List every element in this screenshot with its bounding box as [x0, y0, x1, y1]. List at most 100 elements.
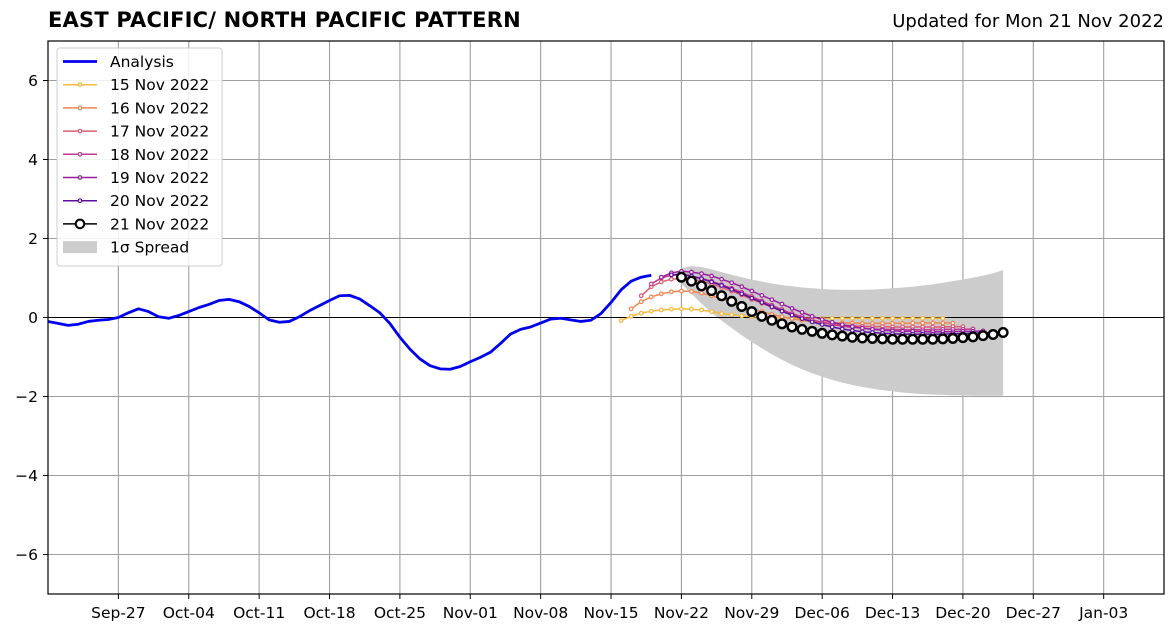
forecast-point: [880, 315, 885, 321]
x-tick-label: Oct-04: [163, 604, 215, 622]
forecast-point: [806, 325, 818, 337]
forecast-point: [668, 289, 674, 295]
forecast-point: [749, 295, 755, 301]
forecast-point: [940, 320, 946, 326]
forecast-point: [766, 314, 778, 326]
forecast-series: [658, 268, 986, 335]
legend-label: 16 Nov 2022: [110, 99, 209, 117]
forecast-point: [628, 306, 634, 312]
forecast-point: [910, 315, 916, 321]
x-tick-label: Dec-20: [935, 604, 990, 622]
forecast-point: [658, 291, 664, 297]
forecast-point: [658, 307, 664, 313]
forecast-series: [628, 288, 956, 326]
forecast-point: [769, 304, 775, 310]
legend-item: 15 Nov 2022: [63, 76, 209, 94]
forecast-point: [638, 293, 644, 299]
forecast-point: [749, 288, 755, 294]
forecast-point: [779, 314, 785, 320]
forecast-point: [668, 276, 674, 282]
forecast-point: [917, 333, 929, 345]
forecast-point: [699, 307, 704, 313]
forecast-point: [719, 311, 725, 316]
x-tick-label: Dec-27: [1006, 604, 1061, 622]
forecast-point: [819, 322, 825, 328]
legend-item: 18 Nov 2022: [63, 146, 209, 164]
forecast-point: [719, 276, 725, 282]
forecast-point: [967, 331, 979, 343]
forecast-point: [675, 271, 687, 283]
y-tick-label: 6: [28, 72, 38, 90]
forecast-point: [997, 327, 1009, 339]
forecast-point: [849, 324, 855, 329]
forecast-point: [920, 320, 926, 326]
forecast-point: [859, 315, 865, 321]
forecast-point: [779, 308, 785, 314]
forecast-point: [887, 333, 899, 345]
forecast-point: [809, 319, 815, 325]
forecast-point: [846, 331, 858, 343]
forecast-point: [739, 291, 745, 297]
x-tick-label: Nov-01: [443, 604, 498, 622]
forecast-point: [699, 276, 704, 282]
forecast-point: [726, 295, 738, 307]
forecast-point: [719, 283, 725, 288]
forecast-point: [729, 280, 735, 286]
legend-marker: [77, 198, 83, 204]
forecast-point: [658, 279, 664, 285]
forecast-point: [729, 287, 735, 292]
forecast-point: [746, 306, 758, 318]
forecast-point: [789, 312, 795, 318]
legend-label: 19 Nov 2022: [110, 169, 209, 187]
legend-label: 18 Nov 2022: [110, 146, 209, 164]
x-tick-label: Dec-13: [865, 604, 920, 622]
x-tick-label: Nov-29: [724, 604, 779, 622]
forecast-point: [739, 313, 745, 319]
forecast-point: [689, 289, 694, 294]
forecast-point: [709, 273, 714, 279]
forecast-point: [696, 280, 708, 292]
forecast-point: [759, 300, 765, 305]
forecast-point: [759, 292, 765, 298]
legend: Analysis 15 Nov 2022 16 Nov 2022 17 Nov 202…: [56, 47, 223, 267]
forecast-point: [689, 269, 694, 275]
x-tick-label: Nov-22: [654, 604, 709, 622]
forecast-point: [856, 332, 868, 344]
x-tick-label: Oct-18: [303, 604, 355, 622]
forecast-point: [799, 316, 805, 322]
forecast-point: [870, 315, 875, 321]
legend-item: 17 Nov 2022: [63, 123, 209, 141]
forecast-point: [829, 319, 835, 325]
forecast-point: [839, 326, 845, 332]
forecast-point: [648, 294, 654, 300]
legend-label: 20 Nov 2022: [110, 192, 209, 210]
forecast-point: [937, 333, 949, 345]
y-tick-label: 4: [28, 151, 38, 169]
forecast-point: [736, 300, 748, 312]
x-tick-label: Sep-27: [91, 604, 146, 622]
forecast-point: [789, 306, 795, 311]
forecast-point: [829, 315, 835, 321]
forecast-point: [618, 318, 624, 324]
forecast-point: [809, 313, 815, 319]
forecast-point: [849, 315, 855, 321]
legend-marker: [77, 82, 83, 88]
legend-swatch: [63, 241, 97, 254]
tick-labels: Sep-27 Oct-04 Oct-11 Oct-18 Oct-25 Nov-01 Nov-…: [15, 72, 1128, 622]
forecast-point: [826, 329, 838, 341]
legend-marker: [77, 128, 83, 134]
x-tick-label: Nov-15: [583, 604, 638, 622]
y-tick-label: 0: [28, 309, 38, 327]
forecast-point: [648, 281, 654, 287]
forecast-point: [920, 315, 926, 321]
x-tick-label: Oct-11: [233, 604, 285, 622]
forecast-point: [947, 332, 959, 344]
forecast-point: [839, 315, 845, 321]
forecast-point: [930, 320, 936, 326]
forecast-point: [685, 275, 697, 287]
forecast-point: [897, 333, 909, 345]
forecast-point: [729, 312, 735, 318]
legend-box: [56, 47, 223, 267]
legend-label: Analysis: [110, 53, 174, 71]
forecast-point: [927, 333, 939, 345]
